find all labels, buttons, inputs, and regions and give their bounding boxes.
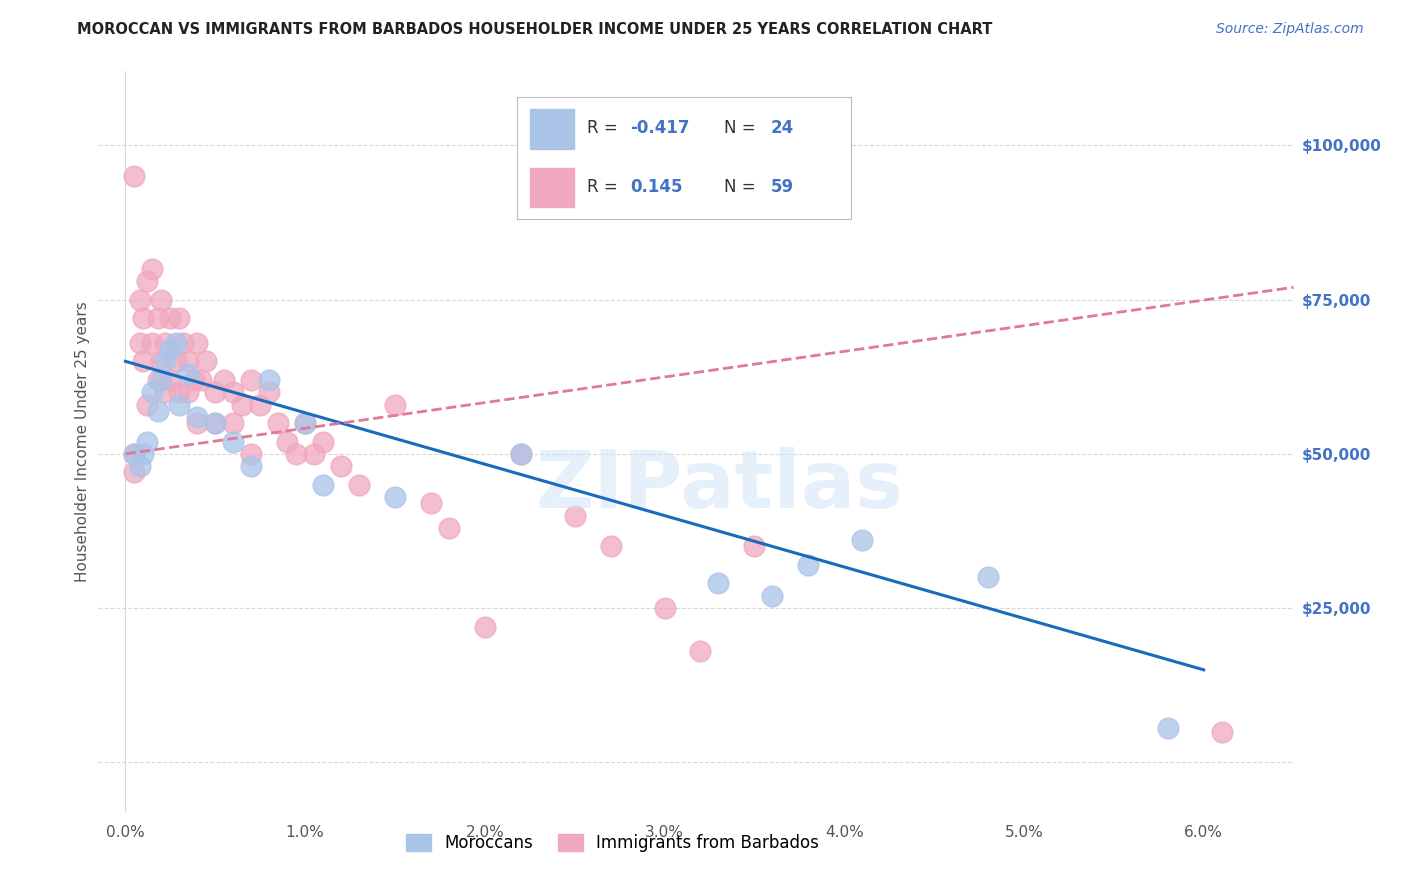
Point xyxy=(1157,722,1180,736)
Point xyxy=(294,416,316,430)
Point xyxy=(169,385,191,400)
Point xyxy=(195,354,218,368)
Point xyxy=(128,293,150,307)
Point xyxy=(141,335,163,350)
Point xyxy=(141,261,163,276)
Point xyxy=(146,311,169,326)
Point xyxy=(222,416,245,430)
Point xyxy=(204,416,226,430)
Point xyxy=(132,311,155,326)
Point xyxy=(124,447,146,461)
Point xyxy=(128,335,150,350)
Point xyxy=(509,447,531,461)
Point xyxy=(231,398,253,412)
Point xyxy=(183,373,205,387)
Point xyxy=(249,398,271,412)
Point xyxy=(384,398,406,412)
Point xyxy=(169,311,191,326)
Point xyxy=(124,466,146,480)
Point xyxy=(285,447,308,461)
Point xyxy=(141,385,163,400)
Point xyxy=(240,373,263,387)
Point xyxy=(169,398,191,412)
Point xyxy=(294,416,316,430)
Point xyxy=(186,335,208,350)
Point xyxy=(153,335,176,350)
Point xyxy=(177,385,200,400)
Point xyxy=(312,434,335,449)
Point xyxy=(124,447,146,461)
Point xyxy=(257,373,280,387)
Point xyxy=(302,447,325,461)
Point xyxy=(212,373,235,387)
Text: ZIPatlas: ZIPatlas xyxy=(536,447,904,525)
Point xyxy=(240,459,263,474)
Point xyxy=(330,459,353,474)
Point xyxy=(136,398,159,412)
Point xyxy=(159,311,181,326)
Point xyxy=(136,274,159,288)
Point xyxy=(146,403,169,417)
Point xyxy=(186,409,208,424)
Point xyxy=(599,540,621,554)
Point xyxy=(312,477,335,491)
Point xyxy=(509,447,531,461)
Y-axis label: Householder Income Under 25 years: Householder Income Under 25 years xyxy=(75,301,90,582)
Point xyxy=(222,434,245,449)
Point xyxy=(150,293,173,307)
Point xyxy=(128,459,150,474)
Point xyxy=(707,576,730,591)
Point xyxy=(165,354,187,368)
Point xyxy=(419,496,441,510)
Point xyxy=(153,385,176,400)
Point xyxy=(654,601,676,615)
Text: MOROCCAN VS IMMIGRANTS FROM BARBADOS HOUSEHOLDER INCOME UNDER 25 YEARS CORRELATI: MOROCCAN VS IMMIGRANTS FROM BARBADOS HOU… xyxy=(77,22,993,37)
Point xyxy=(276,434,298,449)
Point xyxy=(204,416,226,430)
Point xyxy=(153,354,176,368)
Point xyxy=(267,416,290,430)
Point xyxy=(240,447,263,461)
Point xyxy=(347,477,370,491)
Point xyxy=(136,434,159,449)
Point xyxy=(172,335,194,350)
Point xyxy=(150,373,173,387)
Text: Source: ZipAtlas.com: Source: ZipAtlas.com xyxy=(1216,22,1364,37)
Point xyxy=(204,385,226,400)
Point xyxy=(384,490,406,504)
Point xyxy=(150,354,173,368)
Point xyxy=(761,589,783,603)
Point xyxy=(851,533,873,548)
Point xyxy=(159,342,181,356)
Point xyxy=(177,367,200,381)
Point xyxy=(437,521,460,535)
Point xyxy=(190,373,212,387)
Point xyxy=(797,558,820,572)
Point xyxy=(689,644,711,658)
Point xyxy=(257,385,280,400)
Point xyxy=(165,335,187,350)
Legend: Moroccans, Immigrants from Barbados: Moroccans, Immigrants from Barbados xyxy=(399,828,825,859)
Point xyxy=(177,354,200,368)
Point xyxy=(159,373,181,387)
Point xyxy=(222,385,245,400)
Point xyxy=(474,619,496,633)
Point xyxy=(1211,724,1233,739)
Point xyxy=(977,570,1000,584)
Point xyxy=(124,169,146,184)
Point xyxy=(132,354,155,368)
Point xyxy=(186,416,208,430)
Point xyxy=(146,373,169,387)
Point xyxy=(132,447,155,461)
Point xyxy=(744,540,766,554)
Point xyxy=(564,508,586,523)
